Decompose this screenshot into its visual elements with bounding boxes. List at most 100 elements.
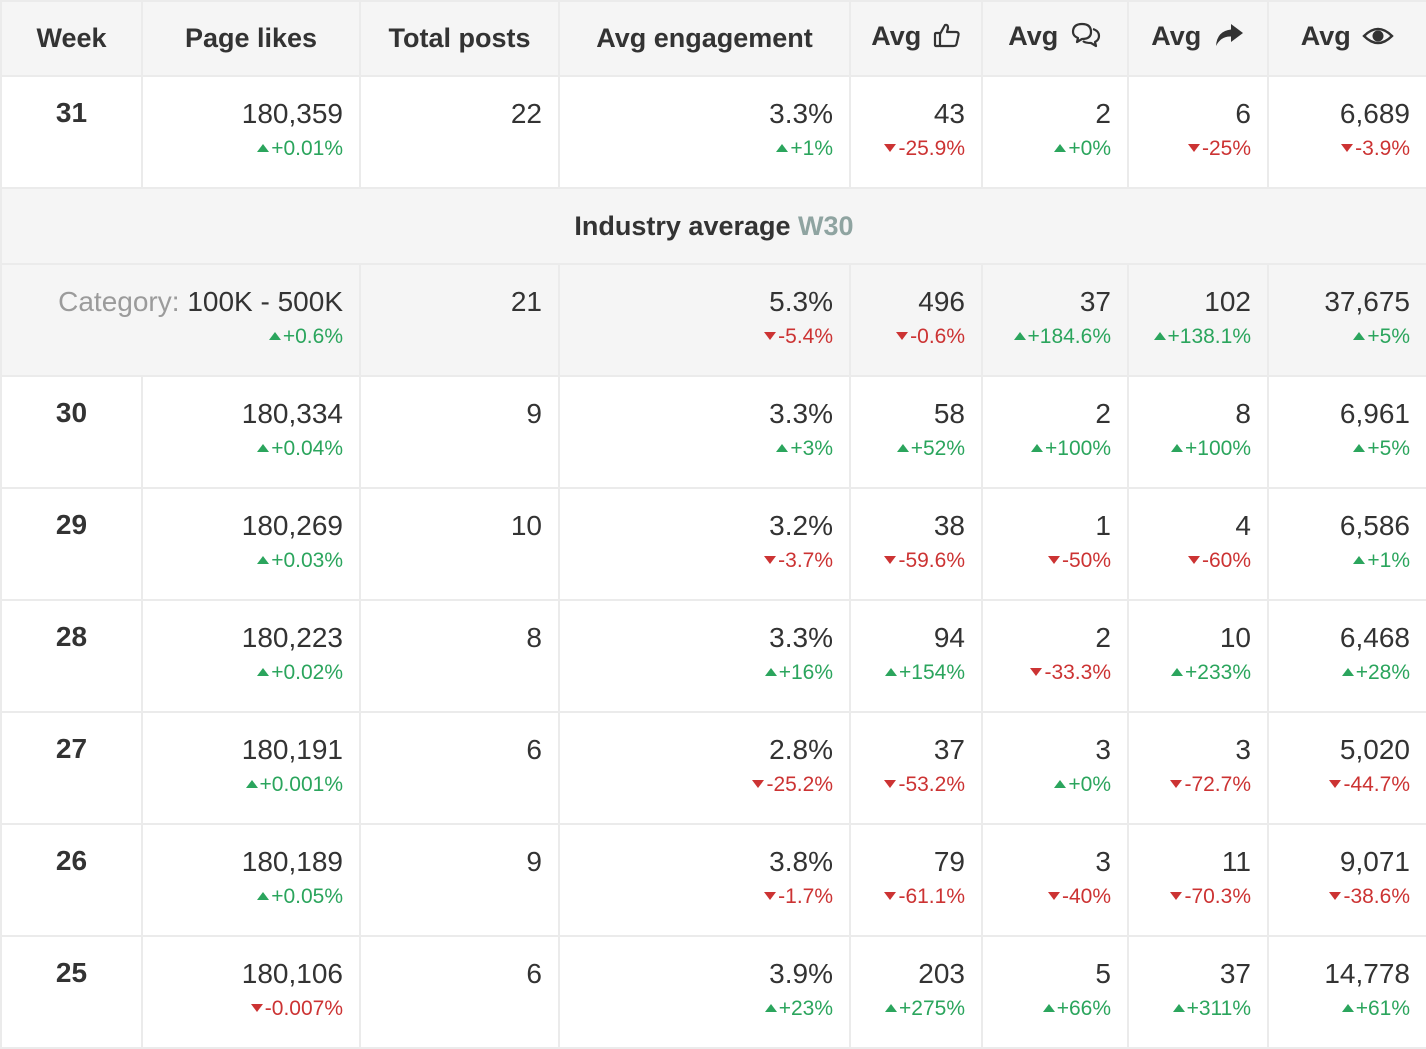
header-avg-comments-label: Avg — [1008, 21, 1059, 51]
trend-arrow-icon — [884, 892, 897, 900]
change-text: +0.001% — [259, 773, 344, 796]
engagement-value: 3.2% — [769, 510, 833, 541]
week-cell: 29 — [0, 487, 143, 601]
comments-value: 3 — [1095, 846, 1111, 877]
likes-value: 38 — [933, 510, 965, 541]
total-posts-cell: 10 — [359, 487, 560, 601]
trend-arrow-icon — [764, 1004, 777, 1012]
page-likes-change: +0.01% — [143, 135, 343, 163]
change-text: +28% — [1355, 661, 1410, 684]
table-row: 26 180,189 +0.05% 9 3.8% -1.7% 79 -61.1%… — [0, 823, 1426, 937]
likes-value: 43 — [933, 98, 965, 129]
trend-arrow-icon — [1047, 556, 1060, 564]
change-text: +66% — [1056, 997, 1111, 1020]
page-likes-value: 180,269 — [241, 510, 343, 541]
industry-average-row: Category: 100K - 500K +0.6% 21 5.3% -5.4… — [0, 263, 1426, 377]
engagement-change: +3% — [560, 435, 833, 463]
change-text: -3.7% — [778, 549, 833, 572]
industry-title-text: Industry average — [574, 210, 791, 241]
shares-change: -70.3% — [1129, 883, 1251, 911]
trend-arrow-icon — [1013, 332, 1026, 340]
comments-change: -40% — [983, 883, 1111, 911]
change-text: +5% — [1367, 325, 1410, 348]
views-change: +28% — [1269, 659, 1410, 687]
views-cell: 14,778 +61% — [1267, 935, 1426, 1049]
likes-change: +154% — [851, 659, 965, 687]
comments-value: 2 — [1095, 398, 1111, 429]
change-text: -70.3% — [1184, 885, 1251, 908]
likes-cell: 43 -25.9% — [849, 75, 983, 189]
industry-comments-cell: 37 +184.6% — [981, 263, 1129, 377]
likes-cell: 37 -53.2% — [849, 711, 983, 825]
header-avg-engagement[interactable]: Avg engagement — [558, 0, 851, 77]
engagement-cell: 2.8% -25.2% — [558, 711, 851, 825]
trend-arrow-icon — [896, 444, 909, 452]
shares-value: 4 — [1235, 510, 1251, 541]
trend-arrow-icon — [884, 556, 897, 564]
likes-value: 203 — [918, 958, 965, 989]
change-text: -72.7% — [1184, 773, 1251, 796]
engagement-value: 2.8% — [769, 734, 833, 765]
header-total-posts[interactable]: Total posts — [359, 0, 560, 77]
trend-arrow-icon — [764, 892, 777, 900]
table-row: 29 180,269 +0.03% 10 3.2% -3.7% 38 -59.6… — [0, 487, 1426, 601]
page-likes-cell: 180,269 +0.03% — [141, 487, 361, 601]
trend-arrow-icon — [1353, 444, 1366, 452]
industry-average-header-row: Industry average W30 — [0, 187, 1426, 265]
change-text: +16% — [778, 661, 833, 684]
comments-change: +0% — [983, 135, 1111, 163]
page-likes-change: +0.001% — [143, 771, 343, 799]
likes-cell: 38 -59.6% — [849, 487, 983, 601]
change-text: -50% — [1061, 549, 1111, 572]
total-posts-value: 10 — [510, 510, 542, 541]
shares-change: -72.7% — [1129, 771, 1251, 799]
page-likes-cell: 180,359 +0.01% — [141, 75, 361, 189]
page-likes-cell: 180,223 +0.02% — [141, 599, 361, 713]
industry-engagement-change: -5.4% — [560, 323, 833, 351]
header-avg-views[interactable]: Avg — [1267, 0, 1426, 77]
views-change: -38.6% — [1269, 883, 1410, 911]
header-page-likes[interactable]: Page likes — [141, 0, 361, 77]
trend-arrow-icon — [1054, 144, 1067, 152]
trend-arrow-icon — [257, 892, 270, 900]
likes-cell: 79 -61.1% — [849, 823, 983, 937]
views-value: 6,961 — [1339, 398, 1410, 429]
table-row: 27 180,191 +0.001% 6 2.8% -25.2% 37 -53.… — [0, 711, 1426, 825]
total-posts-value: 6 — [526, 734, 542, 765]
change-text: +233% — [1185, 661, 1251, 684]
shares-change: +233% — [1129, 659, 1251, 687]
likes-change: -53.2% — [851, 771, 965, 799]
industry-average-title: Industry average W30 — [0, 187, 1426, 265]
week-cell: 27 — [0, 711, 143, 825]
table-row: 31 180,359 +0.01% 22 3.3% +1% 43 -25.9% … — [0, 75, 1426, 189]
trend-arrow-icon — [764, 668, 777, 676]
shares-cell: 3 -72.7% — [1127, 711, 1269, 825]
header-avg-likes-label: Avg — [871, 21, 922, 51]
total-posts-cell: 22 — [359, 75, 560, 189]
change-text: +154% — [899, 661, 965, 684]
shares-cell: 8 +100% — [1127, 375, 1269, 489]
trend-arrow-icon — [1341, 1004, 1354, 1012]
trend-arrow-icon — [1341, 144, 1354, 152]
engagement-cell: 3.2% -3.7% — [558, 487, 851, 601]
change-text: -40% — [1061, 885, 1111, 908]
header-avg-likes[interactable]: Avg — [849, 0, 983, 77]
comments-value: 3 — [1095, 734, 1111, 765]
header-row: Week Page likes Total posts Avg engageme… — [0, 0, 1426, 77]
table-row: 25 180,106 -0.007% 6 3.9% +23% 203 +275%… — [0, 935, 1426, 1049]
trend-arrow-icon — [268, 332, 281, 340]
header-week[interactable]: Week — [0, 0, 143, 77]
header-avg-comments[interactable]: Avg — [981, 0, 1129, 77]
page-likes-value: 180,334 — [241, 398, 343, 429]
trend-arrow-icon — [1341, 668, 1354, 676]
page-likes-value: 180,189 — [241, 846, 343, 877]
header-avg-shares[interactable]: Avg — [1127, 0, 1269, 77]
shares-value: 8 — [1235, 398, 1251, 429]
trend-arrow-icon — [257, 144, 270, 152]
industry-category: Category: 100K - 500K — [2, 285, 343, 319]
total-posts-cell: 6 — [359, 711, 560, 825]
trend-arrow-icon — [776, 444, 789, 452]
change-text: -44.7% — [1343, 773, 1410, 796]
trend-arrow-icon — [764, 332, 777, 340]
industry-shares-cell: 102 +138.1% — [1127, 263, 1269, 377]
